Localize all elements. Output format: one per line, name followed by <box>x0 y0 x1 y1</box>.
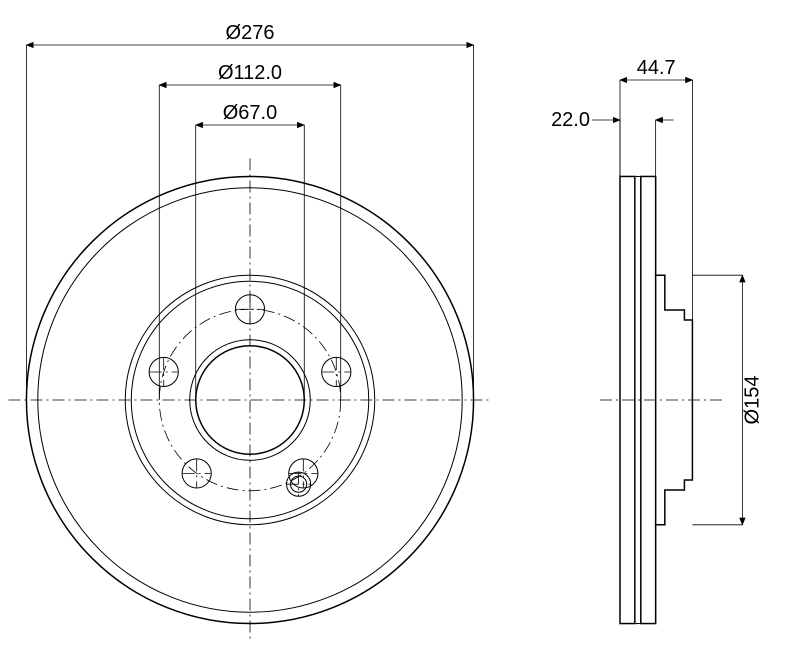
side-view <box>600 176 722 623</box>
hat-profile <box>656 275 693 400</box>
dim-label: Ø67.0 <box>223 102 277 124</box>
dim-label: 44.7 <box>637 57 676 79</box>
dimensions: Ø276 Ø112.0 Ø67.0 44.7 22.0 Ø154 <box>26 22 763 525</box>
brake-disc-drawing: Ø276 Ø112.0 Ø67.0 44.7 22.0 Ø154 <box>0 0 800 665</box>
dim-label: Ø154 <box>741 376 763 425</box>
hat-profile <box>656 400 693 525</box>
dim-label: 22.0 <box>551 109 590 131</box>
dim-label: Ø276 <box>226 22 275 44</box>
dim-label: Ø112.0 <box>218 62 282 84</box>
front-view <box>8 158 491 641</box>
